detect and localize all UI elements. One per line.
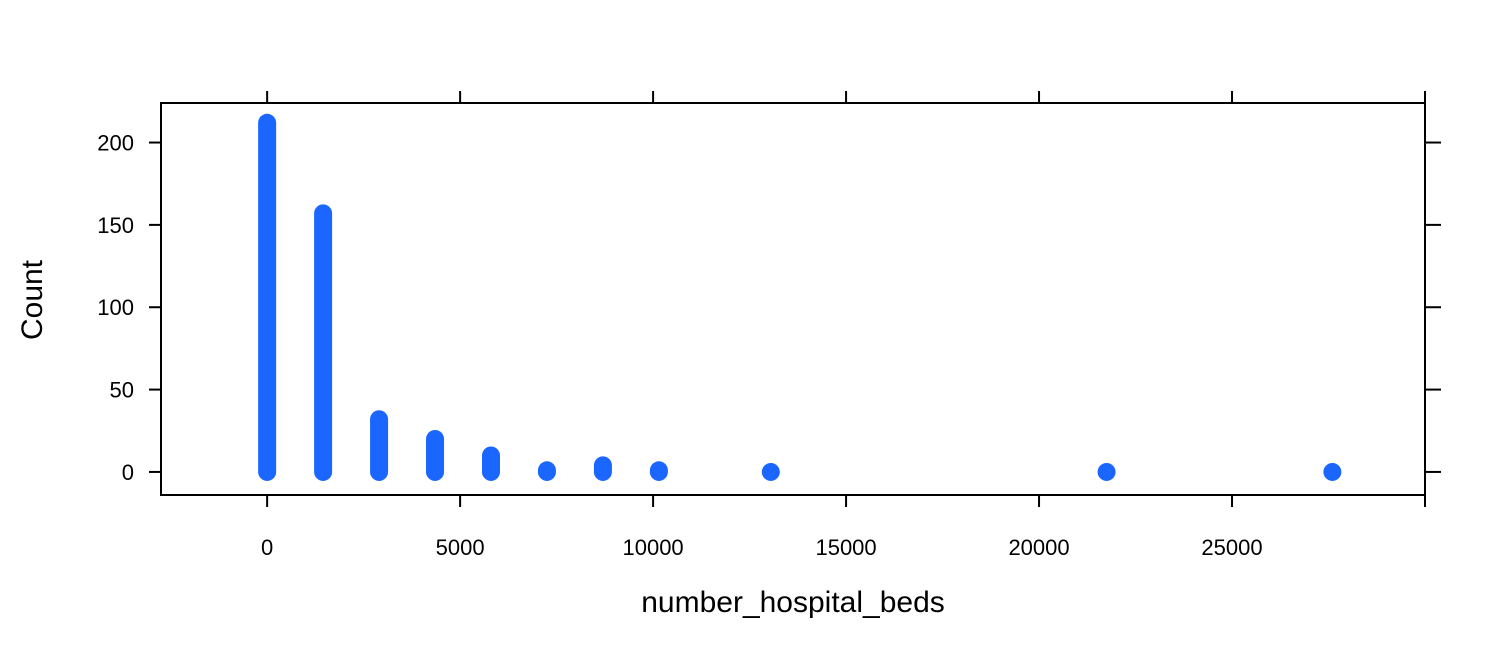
x-tick-label: 20000 xyxy=(1008,535,1069,560)
y-axis-title: Count xyxy=(16,259,49,340)
x-axis-title: number_hospital_beds xyxy=(641,586,945,619)
x-tick-label: 0 xyxy=(261,535,273,560)
data-point-column xyxy=(426,430,445,481)
data-point-column xyxy=(258,113,277,481)
data-point-column xyxy=(370,410,389,481)
y-axis-ticks: 0 50 100 150 200 xyxy=(97,131,1441,485)
y-tick-label: 150 xyxy=(97,213,134,238)
data-point-column xyxy=(1097,462,1116,481)
data-point-column xyxy=(593,456,612,481)
y-tick-label: 0 xyxy=(122,460,134,485)
x-tick-label: 10000 xyxy=(622,535,683,560)
x-axis-ticks: 0 5000 10000 15000 20000 25000 xyxy=(261,91,1426,560)
y-tick-label: 200 xyxy=(97,131,134,156)
x-tick-label: 15000 xyxy=(815,535,876,560)
data-point-column xyxy=(761,462,780,481)
y-tick-label: 50 xyxy=(110,378,134,403)
x-tick-label: 5000 xyxy=(436,535,485,560)
y-tick-label: 100 xyxy=(97,295,134,320)
data-marks xyxy=(258,113,1342,481)
data-point-column xyxy=(314,204,333,481)
data-point-column xyxy=(481,446,500,481)
data-point-column xyxy=(1323,462,1342,481)
plot-panel xyxy=(160,102,1426,496)
x-tick-label: 25000 xyxy=(1201,535,1262,560)
data-point-column xyxy=(537,461,556,481)
data-point-column xyxy=(649,461,668,481)
